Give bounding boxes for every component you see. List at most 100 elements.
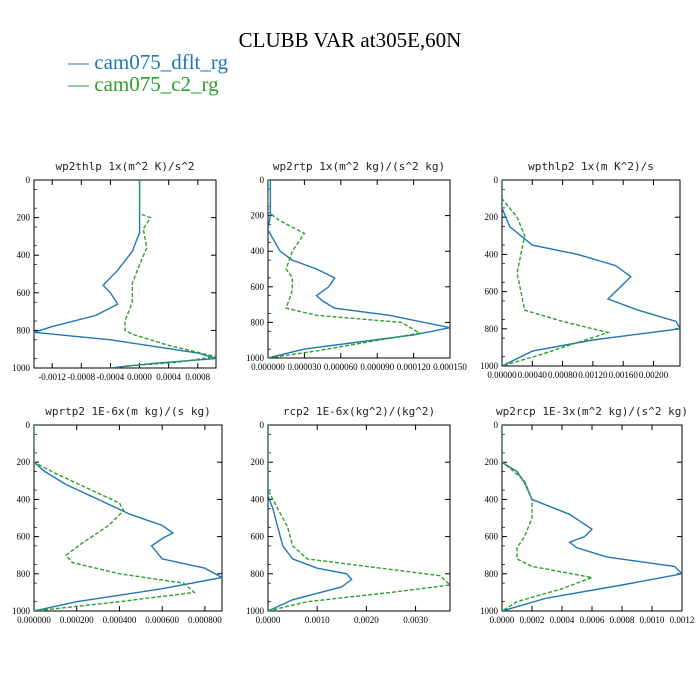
x-tick-label: -0.0008 [67,372,95,382]
x-tick-label: 0.0006 [580,615,605,625]
y-tick-label: 600 [17,532,31,542]
y-tick-label: 0 [26,420,31,430]
page-title: CLUBB VAR at305E,60N [238,28,462,52]
series-line-c2 [502,180,611,366]
x-tick-label: 0.0030 [403,615,428,625]
x-tick-label: 0.0008 [610,615,635,625]
y-tick-label: 600 [17,288,31,298]
x-tick-label: 0.000000 [17,615,51,625]
y-tick-label: 200 [485,457,499,467]
y-tick-label: 0 [260,420,265,430]
x-tick-label: 0.0010 [640,615,665,625]
x-tick-label: 0.000000 [251,362,285,372]
x-tick-label: 0.0020 [354,615,379,625]
y-tick-label: 200 [485,212,499,222]
y-tick-label: 1000 [480,606,499,616]
panel-title: wp2rtp 1x(m^2 kg)/(s^2 kg) [273,160,445,173]
legend-entry-dflt: — cam075_dflt_rg [68,50,228,75]
x-tick-label: 0.0002 [520,615,545,625]
y-tick-label: 800 [485,569,499,579]
series-line-dflt [268,180,450,358]
plot-frame [33,179,217,369]
panel-title: wp2thlp 1x(m^2 K)/s^2 [55,160,194,173]
x-tick-label: 0.0010 [305,615,330,625]
x-tick-label: 0.000090 [360,362,394,372]
x-tick-label: 0.00000 [487,370,517,380]
x-tick-label: 0.00080 [548,370,578,380]
x-tick-label: -0.0012 [38,372,66,382]
y-tick-label: 1000 [12,363,31,373]
panel-1: wp2rtp 1x(m^2 kg)/(s^2 kg) 0 200 400 600 800 1… [246,160,467,372]
x-tick-label: 0.0008 [185,372,210,382]
y-tick-label: 400 [251,246,265,256]
y-tick-label: 0 [26,175,31,185]
series-line-c2 [502,425,595,611]
series-line-dflt [502,180,680,366]
plot-frame [267,424,451,612]
panel-title: wp2rcp 1E-3x(m^2 kg)/(s^2 kg) [496,405,688,418]
y-tick-label: 400 [485,249,499,259]
y-tick-label: 400 [17,494,31,504]
x-tick-label: 0.00160 [609,370,639,380]
x-tick-label: 0.000060 [324,362,358,372]
y-tick-label: 1000 [12,606,31,616]
series-line-c2 [268,425,450,611]
y-tick-label: 800 [251,317,265,327]
y-tick-label: 400 [485,494,499,504]
y-tick-label: 0 [494,420,499,430]
legend-label-dflt: cam075_dflt_rg [94,50,229,74]
y-tick-label: 200 [17,213,31,223]
x-tick-label: 0.000120 [397,362,431,372]
y-tick-label: 600 [485,287,499,297]
x-tick-label: 0.000400 [103,615,137,625]
x-tick-label: 0.00120 [578,370,608,380]
legend-label-c2: cam075_c2_rg [94,72,219,96]
series-line-dflt [34,425,222,611]
x-tick-label: 0.00040 [518,370,548,380]
x-tick-label: 0.0004 [550,615,575,625]
plot-frame [501,179,681,367]
panel-title: wprtp2 1E-6x(m kg)/(s kg) [45,405,211,418]
y-tick-label: 200 [17,457,31,467]
x-tick-label: -0.0004 [97,372,125,382]
plot-frame [267,179,451,359]
legend-entry-c2: — cam075_c2_rg [68,72,219,97]
y-tick-label: 0 [260,175,265,185]
x-tick-label: 0.0000 [490,615,515,625]
x-tick-label: 0.0004 [156,372,181,382]
panel-3: wprtp2 1E-6x(m kg)/(s kg) 0 200 400 600 800 10… [12,405,223,625]
series-line-dflt [268,425,353,611]
y-tick-label: 1000 [246,606,265,616]
y-tick-label: 800 [17,325,31,335]
x-tick-label: 0.000030 [288,362,322,372]
y-tick-label: 800 [17,569,31,579]
y-tick-label: 400 [17,250,31,260]
x-tick-label: 0.0012 [670,615,695,625]
y-tick-label: 200 [251,211,265,221]
y-tick-label: 400 [251,494,265,504]
y-tick-label: 200 [251,457,265,467]
y-tick-label: 1000 [480,361,499,371]
x-tick-label: 0.0000 [256,615,281,625]
panel-title: wpthlp2 1x(m K^2)/s [528,160,654,173]
series-line-dflt [502,425,682,611]
y-tick-label: 600 [251,282,265,292]
legend-line-c2: — [68,72,95,96]
y-tick-label: 600 [251,532,265,542]
x-tick-label: 0.000800 [188,615,222,625]
legend-line-dflt: — [68,50,95,74]
y-tick-label: 0 [494,175,499,185]
y-tick-label: 600 [485,532,499,542]
panel-2: wpthlp2 1x(m K^2)/s020040060080010000.00… [480,160,681,380]
y-tick-label: 800 [485,324,499,334]
panel-4: rcp2 1E-6x(kg^2)/(kg^2) 0 200 400 600 800 1000… [246,405,451,625]
plot-frame [501,424,683,612]
series-line-dflt [34,180,216,368]
y-tick-label: 800 [251,569,265,579]
x-tick-label: 0.00200 [639,370,669,380]
x-tick-label: 0.000200 [60,615,94,625]
x-tick-label: 0.0000 [127,372,152,382]
plot-frame [33,424,223,612]
series-line-c2 [34,425,196,611]
